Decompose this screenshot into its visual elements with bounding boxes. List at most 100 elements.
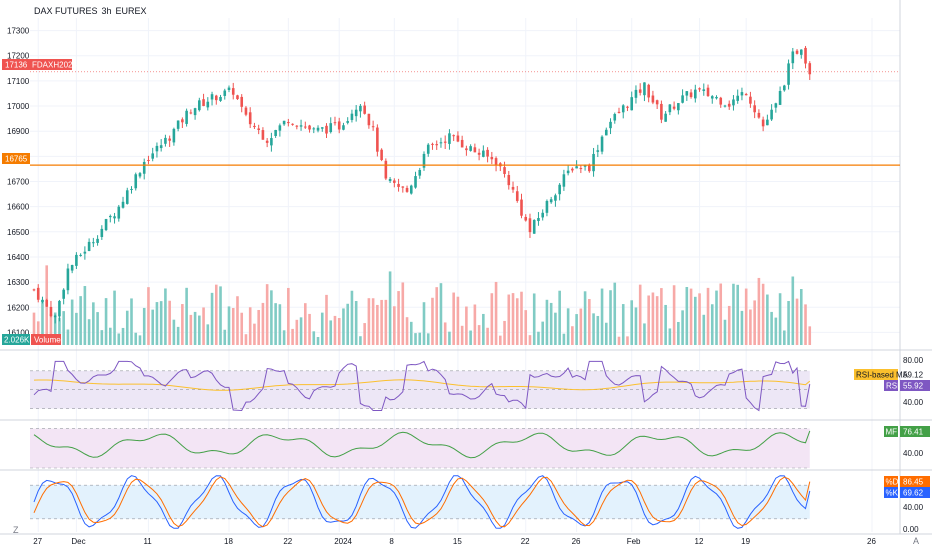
- volume-bar: [92, 302, 95, 345]
- candle-body: [274, 129, 277, 136]
- candle-body: [689, 92, 693, 98]
- volume-bar: [643, 323, 646, 345]
- volume-bar: [62, 311, 65, 345]
- candle-body: [588, 164, 591, 172]
- candle-body: [159, 145, 163, 149]
- time-tick-label: 22: [521, 537, 530, 546]
- candle-body: [744, 94, 748, 96]
- volume-bar: [278, 304, 282, 345]
- candle-body: [117, 206, 121, 219]
- time-tick-label: 26: [867, 537, 876, 546]
- candle-body: [715, 96, 718, 99]
- candle-body: [482, 150, 485, 157]
- volume-bar: [142, 307, 146, 345]
- volume-bar: [486, 327, 489, 345]
- stoch-d-line: [33, 476, 811, 528]
- volume-bar: [609, 290, 612, 345]
- corner-label-right[interactable]: A: [913, 536, 919, 546]
- volume-bar: [749, 309, 752, 345]
- candle-body: [592, 153, 595, 172]
- time-tick-label: 26: [572, 537, 581, 546]
- candle-body: [524, 216, 528, 221]
- volume-bar: [104, 298, 108, 345]
- volume-bar: [329, 320, 333, 345]
- candle-body: [214, 95, 218, 101]
- candle-body: [79, 254, 82, 256]
- volume-bar: [159, 301, 163, 345]
- volume-bar: [723, 319, 727, 345]
- candle-body: [795, 50, 799, 54]
- volume-bar: [176, 326, 180, 345]
- volume-bar: [409, 321, 413, 345]
- candle-body: [147, 159, 150, 162]
- candle-body: [206, 101, 210, 108]
- volume-bar: [422, 302, 426, 345]
- candle-body: [511, 186, 515, 190]
- candle-body: [287, 122, 290, 124]
- volume-label: Volume: [34, 336, 61, 345]
- price-tick-label: 16500: [7, 228, 30, 237]
- volume-bar: [494, 281, 498, 345]
- candle-body: [291, 123, 294, 125]
- volume-bar: [791, 276, 795, 345]
- volume-bar: [198, 315, 201, 345]
- candle-body: [96, 238, 99, 243]
- price-tick-label: 16200: [7, 303, 30, 312]
- volume-bar: [685, 286, 689, 345]
- candle-body: [783, 85, 786, 91]
- support-price-value: 16765: [5, 155, 28, 164]
- volume-bar: [214, 284, 218, 345]
- volume-bar: [155, 302, 159, 345]
- candle-body: [92, 242, 95, 244]
- candle-body: [753, 105, 756, 113]
- time-tick-label: 27: [33, 537, 42, 546]
- candle-body: [770, 109, 773, 120]
- volume-bar: [706, 287, 710, 345]
- rsi-tick-high: 80.00: [903, 356, 924, 365]
- volume-bar: [354, 301, 358, 345]
- stoch-k-value: 69.62: [903, 489, 924, 498]
- candle-body: [566, 170, 570, 174]
- candle-body: [579, 168, 583, 170]
- volume-bar: [193, 311, 197, 345]
- candle-body: [210, 94, 214, 100]
- rsi-name: RSI: [886, 382, 899, 391]
- candle-body: [583, 164, 587, 167]
- volume-bar: [647, 295, 650, 345]
- volume-bar: [621, 304, 625, 345]
- volume-bar: [465, 306, 468, 345]
- candle-body: [151, 153, 154, 159]
- volume-bar: [346, 303, 349, 345]
- candle-body: [490, 156, 494, 160]
- volume-bar: [477, 325, 481, 345]
- volume-bar: [719, 283, 723, 345]
- candle-body: [448, 133, 451, 144]
- candle-body: [142, 161, 146, 174]
- volume-bar: [554, 312, 557, 345]
- candle-body: [600, 136, 604, 152]
- corner-label-left[interactable]: Z: [13, 525, 19, 535]
- volume-bar: [571, 326, 574, 345]
- candle-body: [685, 91, 689, 96]
- volume-bar: [473, 304, 477, 345]
- volume-bar: [304, 303, 307, 345]
- candle-body: [384, 160, 388, 179]
- volume-bar: [202, 307, 205, 345]
- candle-body: [698, 88, 701, 90]
- candle-body: [643, 82, 646, 96]
- volume-bar: [774, 317, 778, 345]
- volume-bar: [185, 287, 188, 345]
- candle-body: [405, 187, 409, 192]
- volume-bar: [431, 297, 434, 345]
- candle-body: [418, 169, 422, 176]
- candle-body: [193, 108, 197, 116]
- volume-bar: [766, 294, 769, 345]
- volume-bar: [172, 319, 176, 345]
- candle-body: [401, 186, 405, 188]
- candle-body: [41, 299, 44, 302]
- time-tick-label: 15: [453, 537, 462, 546]
- volume-bar: [206, 324, 210, 345]
- volume-bar: [545, 299, 549, 345]
- volume-bar: [299, 317, 303, 345]
